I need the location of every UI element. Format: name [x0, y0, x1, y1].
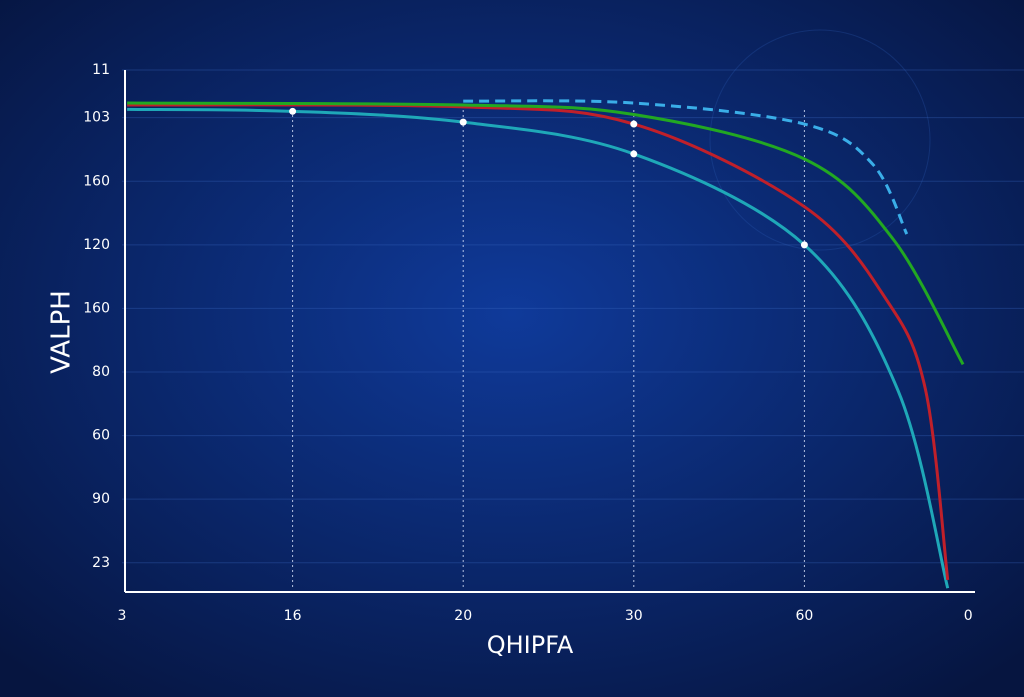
y-tick-label: 60: [92, 428, 110, 444]
y-axis-label: VALPH: [47, 290, 77, 374]
y-tick-label: 120: [83, 237, 110, 253]
x-axis-label: QHIPFA: [487, 631, 574, 659]
x-tick-label: 16: [284, 608, 302, 624]
data-point: [630, 150, 638, 158]
y-tick-label: 23: [92, 555, 110, 571]
y-tick-label: 90: [92, 491, 110, 507]
x-tick-label: 3: [118, 608, 127, 624]
x-tick-label: 20: [454, 608, 472, 624]
x-tick-label: 30: [625, 608, 643, 624]
data-point: [289, 107, 297, 115]
y-tick-label: 103: [83, 110, 110, 126]
series-line: [127, 101, 965, 366]
series-line: [463, 99, 909, 235]
data-point: [630, 120, 638, 128]
x-tick-label: 0: [964, 608, 973, 624]
y-tick-label: 11: [92, 62, 110, 78]
decoration: [709, 29, 931, 251]
x-tick-label: 60: [795, 608, 813, 624]
y-tick-label: 160: [83, 173, 110, 189]
y-tick-label: 160: [83, 300, 110, 316]
y-tick-label: 80: [92, 364, 110, 380]
data-point: [800, 241, 808, 249]
data-point: [459, 118, 467, 126]
